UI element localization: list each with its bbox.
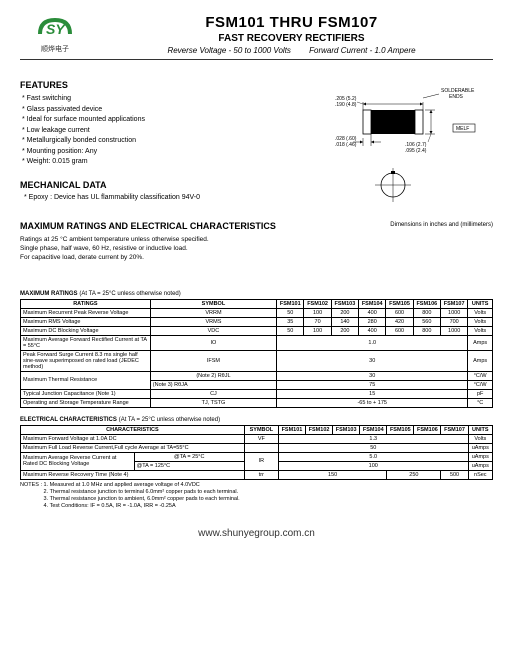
svg-text:ENDS: ENDS — [449, 94, 464, 100]
col-header: FSM103 — [333, 425, 360, 434]
table-row: Maximum Recurrent Peak Reverse VoltageVR… — [21, 308, 493, 317]
max-ratings-title: MAXIMUM RATINGS (At TA = 25°C unless oth… — [20, 290, 493, 297]
col-header: FSM104 — [360, 425, 387, 434]
table-row: Maximum RMS VoltageVRMS35701402804205607… — [21, 317, 493, 326]
col-header: FSM102 — [306, 425, 333, 434]
note-item: 1. Measured at 1.0 MHz and applied avera… — [44, 482, 200, 488]
elec-char-title: ELECTRICAL CHARACTERISTICS (At TA = 25°C… — [20, 416, 493, 423]
table-row: Peak Forward Surge Current 8.3 ms single… — [21, 350, 493, 371]
col-header: FSM104 — [359, 299, 386, 308]
col-header: FSM105 — [387, 425, 414, 434]
feature-item: Fast switching — [22, 94, 313, 105]
col-header: FSM105 — [386, 299, 413, 308]
logo-icon: SY — [35, 12, 75, 42]
col-header: CHARACTERISTICS — [21, 425, 245, 434]
table-row: Maximum Full Load Reverse Current,Full c… — [21, 443, 493, 452]
col-header: FSM107 — [441, 299, 468, 308]
table-row: Operating and Storage Temperature RangeT… — [21, 398, 493, 407]
features-list: Fast switching Glass passivated device I… — [22, 94, 313, 168]
ratings-intro-text: Ratings at 25 °C ambient temperature unl… — [20, 235, 313, 262]
notes-label: NOTES : — [20, 482, 42, 489]
table-row: Maximum DC Blocking VoltageVDC5010020040… — [21, 326, 493, 335]
table-row: Maximum Forward Voltage at 1.0A DCVF1.3V… — [21, 434, 493, 443]
mechanical-text: Epoxy : Device has UL flammability class… — [24, 194, 313, 201]
col-header: RATINGS — [21, 299, 151, 308]
elec-char-table: CHARACTERISTICS SYMBOL FSM101 FSM102 FSM… — [20, 425, 493, 480]
col-header: FSM101 — [278, 425, 305, 434]
col-header: UNITS — [468, 425, 492, 434]
col-header: FSM106 — [414, 425, 441, 434]
feature-item: Ideal for surface mounted applications — [22, 115, 313, 126]
footer-url: www.shunyegroup.com.cn — [20, 528, 493, 539]
col-header: UNITS — [468, 299, 493, 308]
intro-line: For capacitive load, derate current by 2… — [20, 253, 313, 262]
package-diagram: .205 (5.2) .190 (4.8) .028 (.60) .018 (.… — [313, 80, 483, 210]
desc-right: Forward Current - 1.0 Ampere — [309, 46, 415, 55]
table-row: Maximum Average Reverse Current at Rated… — [21, 452, 493, 461]
col-header: FSM106 — [413, 299, 440, 308]
ratings-intro-heading: MAXIMUM RATINGS AND ELECTRICAL CHARACTER… — [20, 221, 313, 231]
desc-left: Reverse Voltage - 50 to 1000 Volts — [167, 46, 290, 55]
intro-line: Single phase, half wave, 60 Hz, resistiv… — [20, 244, 313, 253]
svg-text:MELF: MELF — [456, 126, 469, 132]
svg-text:SY: SY — [46, 21, 66, 37]
note-item: 4. Test Conditions: IF = 0.5A, IR = -1.0… — [44, 503, 176, 509]
logo-text: 顺烨电子 — [41, 44, 69, 54]
table-row: Maximum Reverse Recovery Time (Note 4)tr… — [21, 470, 493, 479]
col-header: SYMBOL — [244, 425, 278, 434]
svg-text:.018 (.46): .018 (.46) — [335, 142, 357, 148]
table-row: Maximum Average Forward Rectified Curren… — [21, 335, 493, 350]
col-header: FSM102 — [304, 299, 331, 308]
feature-item: Glass passivated device — [22, 105, 313, 116]
intro-line: Ratings at 25 °C ambient temperature unl… — [20, 235, 313, 244]
table-row: Maximum Thermal Resistance(Note 2) RθJL3… — [21, 371, 493, 380]
col-header: FSM107 — [441, 425, 468, 434]
feature-item: Low leakage current — [22, 126, 313, 137]
company-logo: SY 顺烨电子 — [20, 12, 90, 54]
col-header: FSM101 — [277, 299, 304, 308]
features-heading: FEATURES — [20, 80, 313, 90]
svg-text:.190 (4.8): .190 (4.8) — [335, 102, 357, 108]
page-description: Reverse Voltage - 50 to 1000 Volts Forwa… — [90, 46, 493, 55]
feature-item: Mounting position: Any — [22, 147, 313, 158]
col-header: SYMBOL — [150, 299, 276, 308]
page-subtitle: FAST RECOVERY RECTIFIERS — [90, 33, 493, 44]
note-item: 2. Thermal resistance junction to termin… — [44, 489, 239, 495]
table-row: Typical Junction Capacitance (Note 1)CJ1… — [21, 389, 493, 398]
dimension-caption: Dimensions in inches and (millimeters) — [313, 222, 493, 228]
feature-item: Metallurgically bonded construction — [22, 136, 313, 147]
note-item: 3. Thermal resistance junction to ambien… — [44, 496, 240, 502]
feature-item: Weight: 0.015 gram — [22, 157, 313, 168]
page-title: FSM101 THRU FSM107 — [90, 14, 493, 31]
notes-block: NOTES : 1. Measured at 1.0 MHz and appli… — [20, 482, 493, 511]
max-ratings-table: RATINGS SYMBOL FSM101 FSM102 FSM103 FSM1… — [20, 299, 493, 408]
svg-text:.095 (2.4): .095 (2.4) — [405, 148, 427, 154]
mechanical-heading: MECHANICAL DATA — [20, 180, 313, 190]
col-header: FSM103 — [331, 299, 358, 308]
